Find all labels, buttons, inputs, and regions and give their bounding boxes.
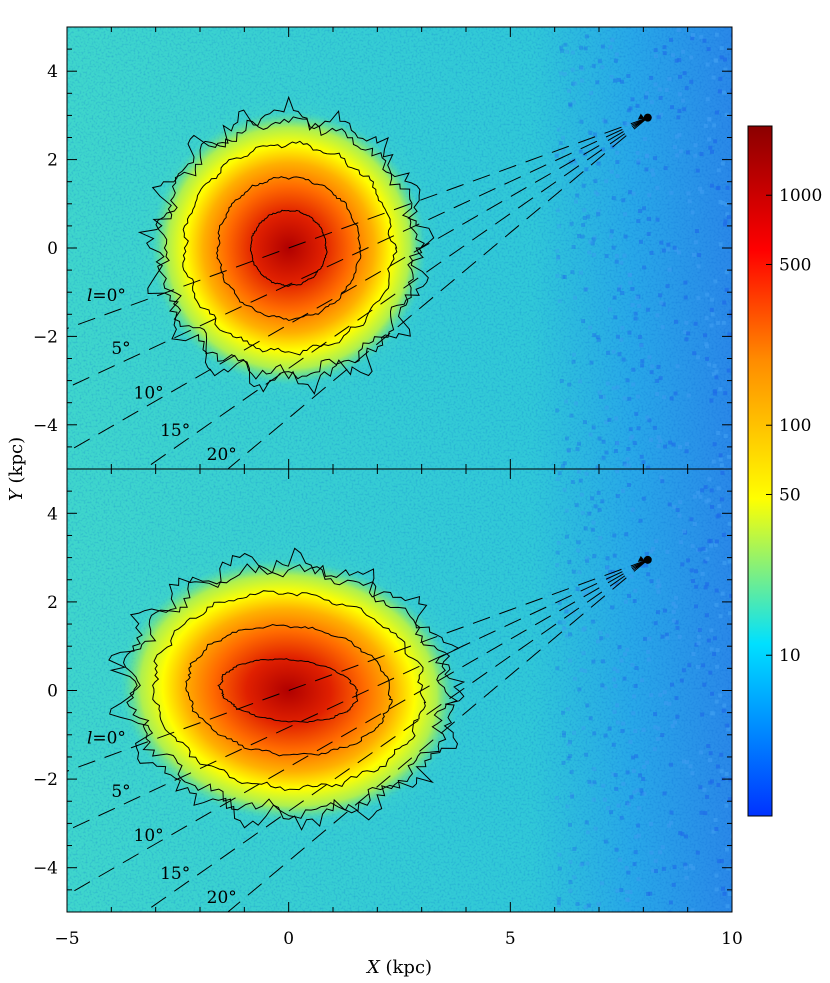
longitude-line <box>227 559 649 912</box>
noise-speckles <box>554 28 732 469</box>
density-contour <box>182 140 398 356</box>
y-tick-label: 4 <box>47 504 58 524</box>
longitude-label: 5° <box>111 782 130 802</box>
y-tick-label: 0 <box>47 239 58 259</box>
density-contour <box>137 95 435 395</box>
colorbar-tick-label: 100 <box>779 416 811 436</box>
longitude-label: 20° <box>207 888 237 908</box>
longitude-label: l=0° <box>87 729 126 749</box>
y-tick-label: −2 <box>33 327 58 347</box>
density-core <box>120 559 457 822</box>
sun-arrowhead <box>637 113 645 120</box>
colorbar-tick-label: 50 <box>779 485 801 505</box>
x-tick-label: 0 <box>283 929 294 949</box>
panel-bottom: l=0° 5° 10° 15° 20° <box>67 469 732 912</box>
longitude-line <box>67 559 648 832</box>
density-contour <box>217 658 359 723</box>
longitude-line <box>67 559 649 896</box>
colorbar-tick-label: 1000 <box>779 186 822 206</box>
density-contour <box>155 116 425 380</box>
panel-top: l=0° 5° 10° 15° 20° <box>67 27 732 469</box>
sun-arrowhead <box>637 555 645 562</box>
colorbar: 10 50 100 500 1000 <box>747 125 822 817</box>
density-contour <box>216 176 362 322</box>
longitude-line <box>67 117 649 453</box>
colorbar-gradient <box>747 125 773 817</box>
longitude-label: l=0° <box>87 286 126 306</box>
y-tick-label: −4 <box>33 416 58 436</box>
longitude-line <box>143 559 649 912</box>
y-tick-label: −2 <box>33 770 58 790</box>
longitude-label: 20° <box>207 445 237 465</box>
longitude-line <box>67 117 648 330</box>
density-contour <box>108 547 466 831</box>
density-contour <box>249 209 328 287</box>
axis-ticks <box>66 26 733 913</box>
density-contour <box>122 563 458 819</box>
x-tick-label: 10 <box>721 929 743 949</box>
x-axis-label: X (kpc) <box>365 957 432 978</box>
sun-marker <box>643 555 652 564</box>
y-tick-label: 2 <box>47 593 58 613</box>
longitude-label: 10° <box>134 826 164 846</box>
y-tick-label: −4 <box>33 859 58 879</box>
longitude-label: 15° <box>160 421 190 441</box>
y-axis-label: Y (kpc) <box>6 437 27 501</box>
x-tick-label: 5 <box>505 929 516 949</box>
sun-arrow <box>635 118 646 127</box>
y-tick-label: 0 <box>47 682 58 702</box>
density-contour <box>185 623 393 757</box>
longitude-line <box>67 559 648 772</box>
longitude-line <box>227 117 649 469</box>
longitude-label: 10° <box>134 383 164 403</box>
density-contour <box>152 590 427 792</box>
density-core <box>151 110 427 386</box>
x-tick-label: −5 <box>54 929 79 949</box>
colorbar-tick-label: 10 <box>779 646 801 666</box>
y-tick-labels: −4 −2 0 2 4 −4 −2 0 2 4 <box>33 62 58 879</box>
noise-speckles <box>554 469 732 912</box>
longitude-label: 5° <box>111 339 130 359</box>
longitude-line <box>67 117 648 389</box>
longitude-label: 15° <box>160 864 190 884</box>
x-tick-labels: −5 0 5 10 <box>54 929 742 949</box>
y-tick-label: 2 <box>47 151 58 171</box>
colorbar-tick-label: 500 <box>779 255 811 275</box>
y-tick-label: 4 <box>47 62 58 82</box>
sun-marker <box>643 113 652 122</box>
longitude-line <box>143 117 649 469</box>
sun-arrow <box>635 560 646 569</box>
